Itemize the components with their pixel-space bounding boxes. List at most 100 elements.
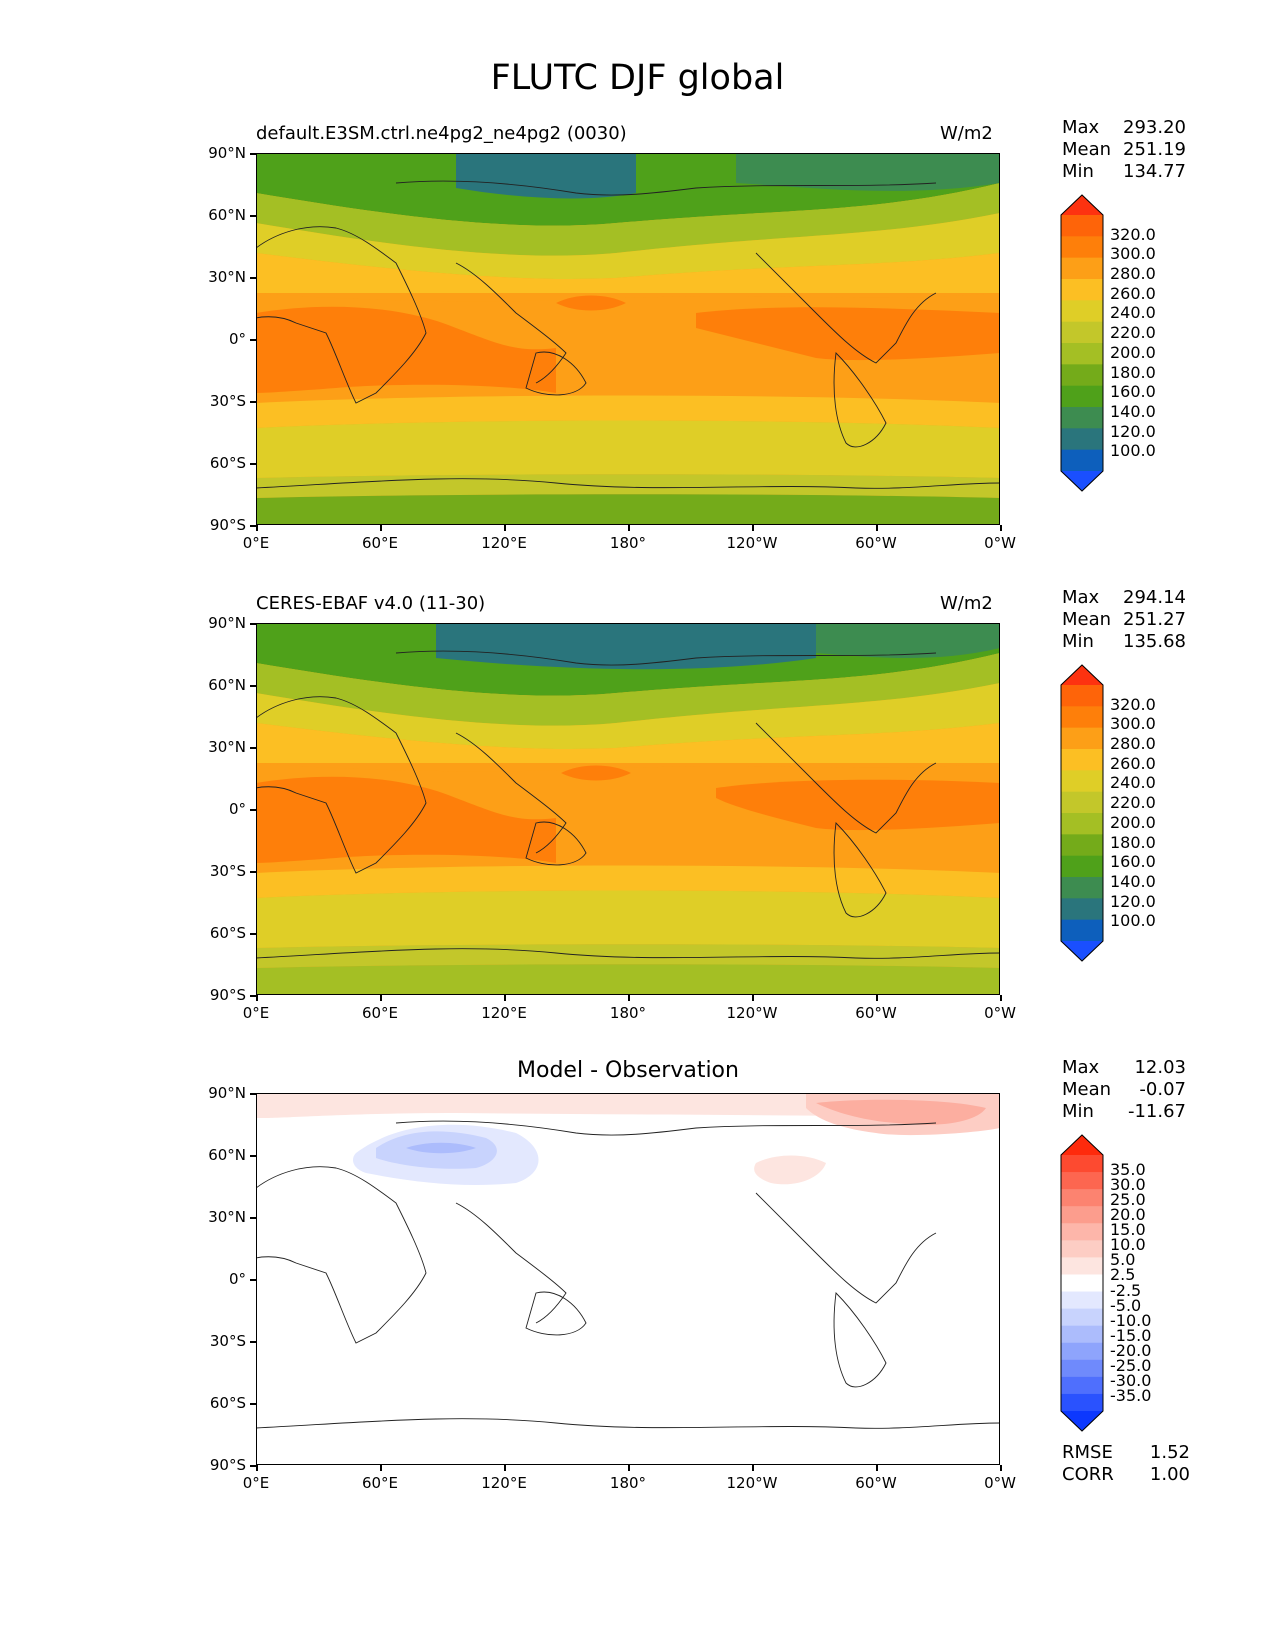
rmse-value: 1.52 xyxy=(1149,1442,1190,1463)
lat-tick-mark xyxy=(250,933,256,935)
colorbar-extend-max xyxy=(1061,665,1103,685)
stat-row: Min 134.77 xyxy=(1062,161,1186,183)
colorbar-segment xyxy=(1061,749,1103,771)
colorbar-tick-label: 15.0 xyxy=(1110,1220,1146,1240)
colorbar-segment xyxy=(1061,791,1103,814)
colorbar-tick-label: 220.0 xyxy=(1110,323,1156,343)
stat-row: Max 12.03 xyxy=(1062,1057,1186,1079)
stat-value: 251.27 xyxy=(1123,609,1186,630)
lon-tick-label: 60°E xyxy=(361,534,399,552)
rmse-row: RMSE 1.52 xyxy=(1062,1442,1190,1464)
lat-tick-label: 60°N xyxy=(208,676,246,694)
lat-tick-label: 0° xyxy=(228,800,246,818)
colorbar-tick-label: -25.0 xyxy=(1110,1355,1152,1375)
lat-tick-label: 30°N xyxy=(208,738,246,756)
colorbar-tick-label: 160.0 xyxy=(1110,852,1156,872)
panel1-title: default.E3SM.ctrl.ne4pg2_ne4pg2 (0030) xyxy=(256,123,627,144)
lon-tick-label: 60°W xyxy=(855,1474,897,1492)
lon-tick-mark xyxy=(256,995,258,1001)
lat-tick-label: 30°N xyxy=(208,1208,246,1226)
colorbar-segment xyxy=(1061,407,1103,429)
lon-tick-label: 0°E xyxy=(242,534,270,552)
lat-tick-label: 60°N xyxy=(208,1146,246,1164)
colorbar-segment xyxy=(1061,1172,1103,1190)
colorbar-tick-label: -10.0 xyxy=(1110,1310,1152,1330)
panel3-field xyxy=(256,1093,1000,1465)
colorbar-tick-label: 320.0 xyxy=(1110,224,1156,244)
lon-tick-mark xyxy=(504,995,506,1001)
colorbar-svg xyxy=(1060,664,1104,962)
lon-tick-label: 0°E xyxy=(242,1004,270,1022)
lat-tick-mark xyxy=(250,1093,256,1095)
colorbar-segment xyxy=(1061,919,1103,942)
colorbar-tick-label: 260.0 xyxy=(1110,283,1156,303)
lon-tick-label: 120°W xyxy=(726,534,778,552)
lon-tick-label: 60°E xyxy=(361,1474,399,1492)
lon-tick-mark xyxy=(628,1465,630,1471)
lat-tick-label: 60°S xyxy=(209,454,246,472)
colorbar-tick-label: 10.0 xyxy=(1110,1235,1146,1255)
lon-tick-label: 60°W xyxy=(855,534,897,552)
colorbar-tick-label: 100.0 xyxy=(1110,441,1156,461)
panel3-rmse: RMSE 1.52 CORR 1.00 xyxy=(1062,1442,1190,1486)
panel1-coastlines xyxy=(256,180,1000,489)
colorbar-segment xyxy=(1061,727,1103,750)
lat-tick-mark xyxy=(250,871,256,873)
colorbar-segment xyxy=(1061,813,1103,835)
lon-tick-label: 120°E xyxy=(481,534,527,552)
panel1-stats: Max 293.20 Mean 251.19 Min 134.77 xyxy=(1062,117,1186,183)
lon-tick-label: 0°W xyxy=(984,1004,1016,1022)
stat-value: -0.07 xyxy=(1139,1079,1186,1100)
colorbar-segment xyxy=(1061,385,1103,408)
colorbar-outline xyxy=(1060,664,1104,962)
colorbar-segment xyxy=(1061,343,1103,365)
colorbar-tick-label: 160.0 xyxy=(1110,382,1156,402)
colorbar-tick-label: 260.0 xyxy=(1110,753,1156,773)
panel2-field xyxy=(256,623,1000,995)
lon-tick-mark xyxy=(876,1465,878,1471)
panel3-map xyxy=(256,1093,1000,1465)
lat-tick-label: 0° xyxy=(228,1270,246,1288)
lon-tick-mark xyxy=(1000,995,1002,1001)
lon-tick-label: 180° xyxy=(609,1004,647,1022)
colorbar-segment xyxy=(1061,706,1103,729)
figure-title: FLUTC DJF global xyxy=(490,58,785,98)
colorbar-segment xyxy=(1061,855,1103,878)
lat-tick-label: 90°N xyxy=(208,144,246,162)
colorbar-tick-label: 280.0 xyxy=(1110,264,1156,284)
colorbar-segment xyxy=(1061,279,1103,301)
lat-tick-mark xyxy=(250,747,256,749)
colorbar-segment xyxy=(1061,449,1103,472)
colorbar-segment xyxy=(1061,1359,1103,1378)
colorbar-tick-label: 280.0 xyxy=(1110,734,1156,754)
lat-tick-mark xyxy=(250,401,256,403)
lat-tick-mark xyxy=(250,623,256,625)
stat-label: Min xyxy=(1062,161,1094,182)
colorbar-tick-label: 2.5 xyxy=(1110,1265,1136,1285)
lon-tick-mark xyxy=(628,995,630,1001)
panel1-units: W/m2 xyxy=(940,123,993,144)
colorbar-segment xyxy=(1061,1342,1103,1361)
colorbar-tick-label: 200.0 xyxy=(1110,342,1156,362)
colorbar-segment xyxy=(1061,215,1103,237)
lon-tick-label: 60°W xyxy=(855,1004,897,1022)
colorbar-tick-label: 180.0 xyxy=(1110,832,1156,852)
stat-label: Max xyxy=(1062,587,1100,608)
colorbar-segment xyxy=(1061,1376,1103,1395)
lat-tick-label: 90°N xyxy=(208,614,246,632)
stat-value: 294.14 xyxy=(1123,587,1186,608)
panel2-stats: Max 294.14 Mean 251.27 Min 135.68 xyxy=(1062,587,1186,653)
colorbar-segment xyxy=(1061,300,1103,323)
lat-tick-mark xyxy=(250,1403,256,1405)
lat-tick-label: 30°S xyxy=(209,1332,246,1350)
rmse-label: RMSE xyxy=(1062,1442,1113,1463)
colorbar-segment xyxy=(1061,364,1103,387)
stat-value: -11.67 xyxy=(1127,1101,1186,1122)
colorbar-tick-label: 240.0 xyxy=(1110,773,1156,793)
colorbar-tick-label: -5.0 xyxy=(1110,1295,1142,1315)
colorbar-segment xyxy=(1061,321,1103,344)
colorbar-tick-label: 300.0 xyxy=(1110,244,1156,264)
corr-row: CORR 1.00 xyxy=(1062,1464,1190,1486)
lat-tick-mark xyxy=(250,1465,256,1467)
colorbar-tick-label: 5.0 xyxy=(1110,1250,1136,1270)
